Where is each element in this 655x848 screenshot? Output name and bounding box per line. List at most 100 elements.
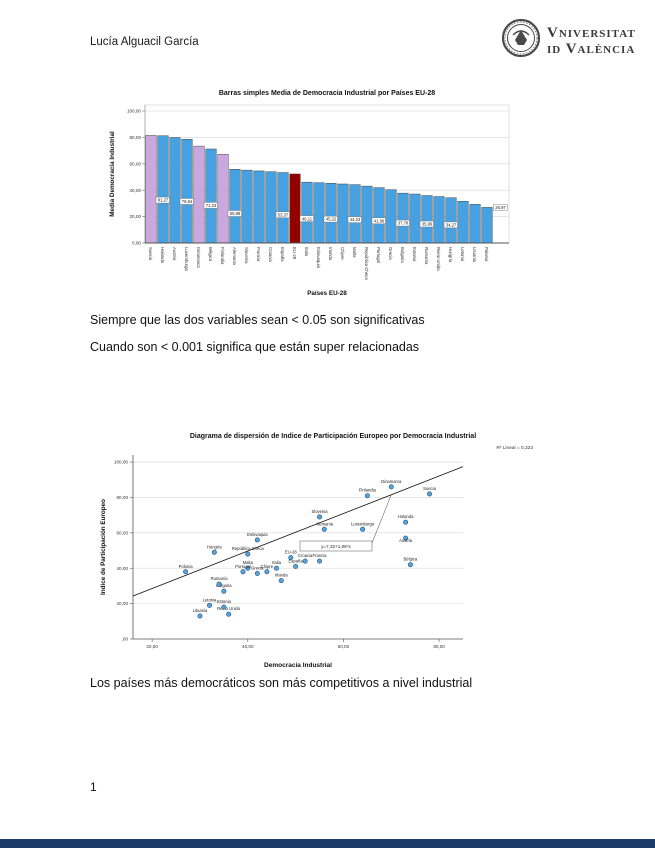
scatter-y-axis-title: Indice de Participación Europeo: [100, 499, 107, 595]
scatter-point: [207, 602, 213, 608]
bar: [145, 135, 157, 244]
scatter-point: [226, 611, 232, 617]
bar: [349, 184, 361, 244]
scatter-point: [407, 562, 413, 568]
bar-y-tick: 40,00: [130, 188, 142, 193]
scatter-point-label: Dinamarca: [381, 479, 402, 484]
scatter-x-tick: 40,00: [242, 644, 254, 649]
bar-x-label: Holanda: [160, 247, 165, 264]
bar: [217, 154, 229, 244]
bar-x-label: Malta: [352, 247, 357, 258]
scatter-y-tick: 20,00: [117, 601, 129, 606]
bar-y-tick: 60,00: [130, 161, 142, 166]
bar-value-label: 26,97: [495, 205, 506, 210]
bar: [469, 204, 481, 244]
bar-value-label: 78,64: [182, 199, 193, 204]
bar-x-label: Hungría: [448, 247, 453, 263]
regression-line: [132, 466, 464, 597]
bar: [409, 193, 421, 244]
bar-y-tick: 80,00: [130, 135, 142, 140]
scatter-point-label: Letonia: [203, 597, 217, 602]
scatter-point-label: Chipre: [261, 564, 274, 569]
scatter-title: Diagrama de dispersión de Indice de Part…: [190, 433, 476, 440]
scatter-point-label: Luxemburgo: [351, 521, 375, 526]
scatter-point: [278, 578, 284, 584]
bar-chart: Barras simples Media de Democracia Indus…: [105, 83, 560, 306]
bar: [373, 187, 385, 244]
scatter-point: [216, 581, 222, 587]
scatter-point-label: Italia: [272, 560, 282, 565]
scatter-point-label: Finlandia: [359, 488, 377, 493]
bar-x-label: Rumanía: [424, 247, 429, 265]
bar-x-label: Dinamarca: [196, 247, 201, 268]
scatter-point-label: Bélgica: [404, 557, 418, 562]
bar-x-label: Polonia: [484, 247, 489, 262]
bar: [361, 185, 373, 244]
scatter-point-label: Malta: [243, 560, 254, 565]
scatter-point: [360, 526, 366, 532]
scatter-point-label: Grecia: [251, 566, 264, 571]
scatter-point: [273, 565, 279, 571]
bar-x-label: Portugal: [376, 247, 381, 263]
bar-x-label: Slovenia: [244, 247, 249, 264]
bar: [385, 189, 397, 244]
bar-value-label: 55,89: [230, 211, 241, 216]
scatter-point-label: Polonia: [179, 564, 194, 569]
scatter-point: [321, 526, 327, 532]
scatter-point: [427, 491, 433, 497]
page-number: 1: [90, 780, 97, 794]
bar: [169, 137, 181, 244]
bar-x-label: Bélgica: [208, 247, 213, 262]
university-logo-line1: Vniversitat: [547, 24, 636, 41]
scatter-point: [403, 535, 409, 541]
scatter-point-label: República Checa: [232, 546, 265, 551]
scatter-point: [288, 555, 294, 561]
scatter-point-label: Bulgaria: [216, 583, 232, 588]
bar-x-label: Francia: [256, 247, 261, 262]
bar-y-axis-title: Media Democracia Industrial: [109, 131, 116, 217]
bar-x-label: Croacia: [268, 247, 273, 262]
bar-x-label: Chipre: [340, 247, 345, 260]
bar-value-label: 46,11: [302, 216, 313, 221]
scatter-point-label: Reino Unido: [217, 606, 241, 611]
scatter-y-tick: 60,00: [117, 530, 129, 535]
scatter-point: [221, 588, 227, 594]
bar-value-label: 71,23: [206, 203, 217, 208]
university-logo: Vniversitat id València: [501, 18, 636, 63]
scatter-point-label: Croacia: [298, 553, 313, 558]
bar-x-label: Reino Unido: [436, 247, 441, 271]
bar: [181, 138, 193, 244]
bar-x-label: Suecia: [148, 247, 153, 261]
scatter-point: [197, 613, 203, 619]
scatter-y-tick: 40,00: [117, 566, 129, 571]
scatter-point: [403, 519, 409, 525]
equation-label-box: [299, 540, 373, 552]
scatter-point-label: Francia: [313, 553, 328, 558]
scatter-point: [245, 551, 251, 557]
scatter-x-axis-title: Democracia Industrial: [264, 662, 332, 669]
scatter-point: [245, 565, 251, 571]
bar-x-label: Letonia: [460, 247, 465, 262]
scatter-point-label: Alemania: [316, 521, 334, 526]
note-conclusion: Los países más democráticos son más comp…: [90, 676, 473, 690]
bar-x-label: Luxemburgo: [184, 247, 189, 271]
bar-x-label: Grecia: [388, 247, 393, 260]
bar: [265, 171, 277, 244]
university-logo-text: Vniversitat id València: [547, 25, 636, 57]
scatter-point-label: EU-28: [285, 550, 298, 555]
bar: [193, 145, 205, 244]
bar-chart-title: Barras simples Media de Democracia Indus…: [219, 90, 435, 97]
bar-x-label: Bulgaria: [400, 247, 405, 263]
scatter-chart: Diagrama de dispersión de Indice de Part…: [95, 427, 540, 677]
scatter-point: [293, 563, 299, 569]
bar-x-label: Estonia: [412, 247, 417, 262]
bar: [421, 195, 433, 244]
bar-y-tick: 0,00: [132, 241, 141, 246]
bar-x-label: Irlanda: [328, 247, 333, 261]
bar: [325, 183, 337, 244]
university-seal-icon: [501, 18, 541, 63]
bar-x-label: República Checa: [364, 247, 369, 280]
page-edge-strip: [0, 839, 655, 848]
bar-x-label: Eslovaquia: [316, 247, 321, 269]
